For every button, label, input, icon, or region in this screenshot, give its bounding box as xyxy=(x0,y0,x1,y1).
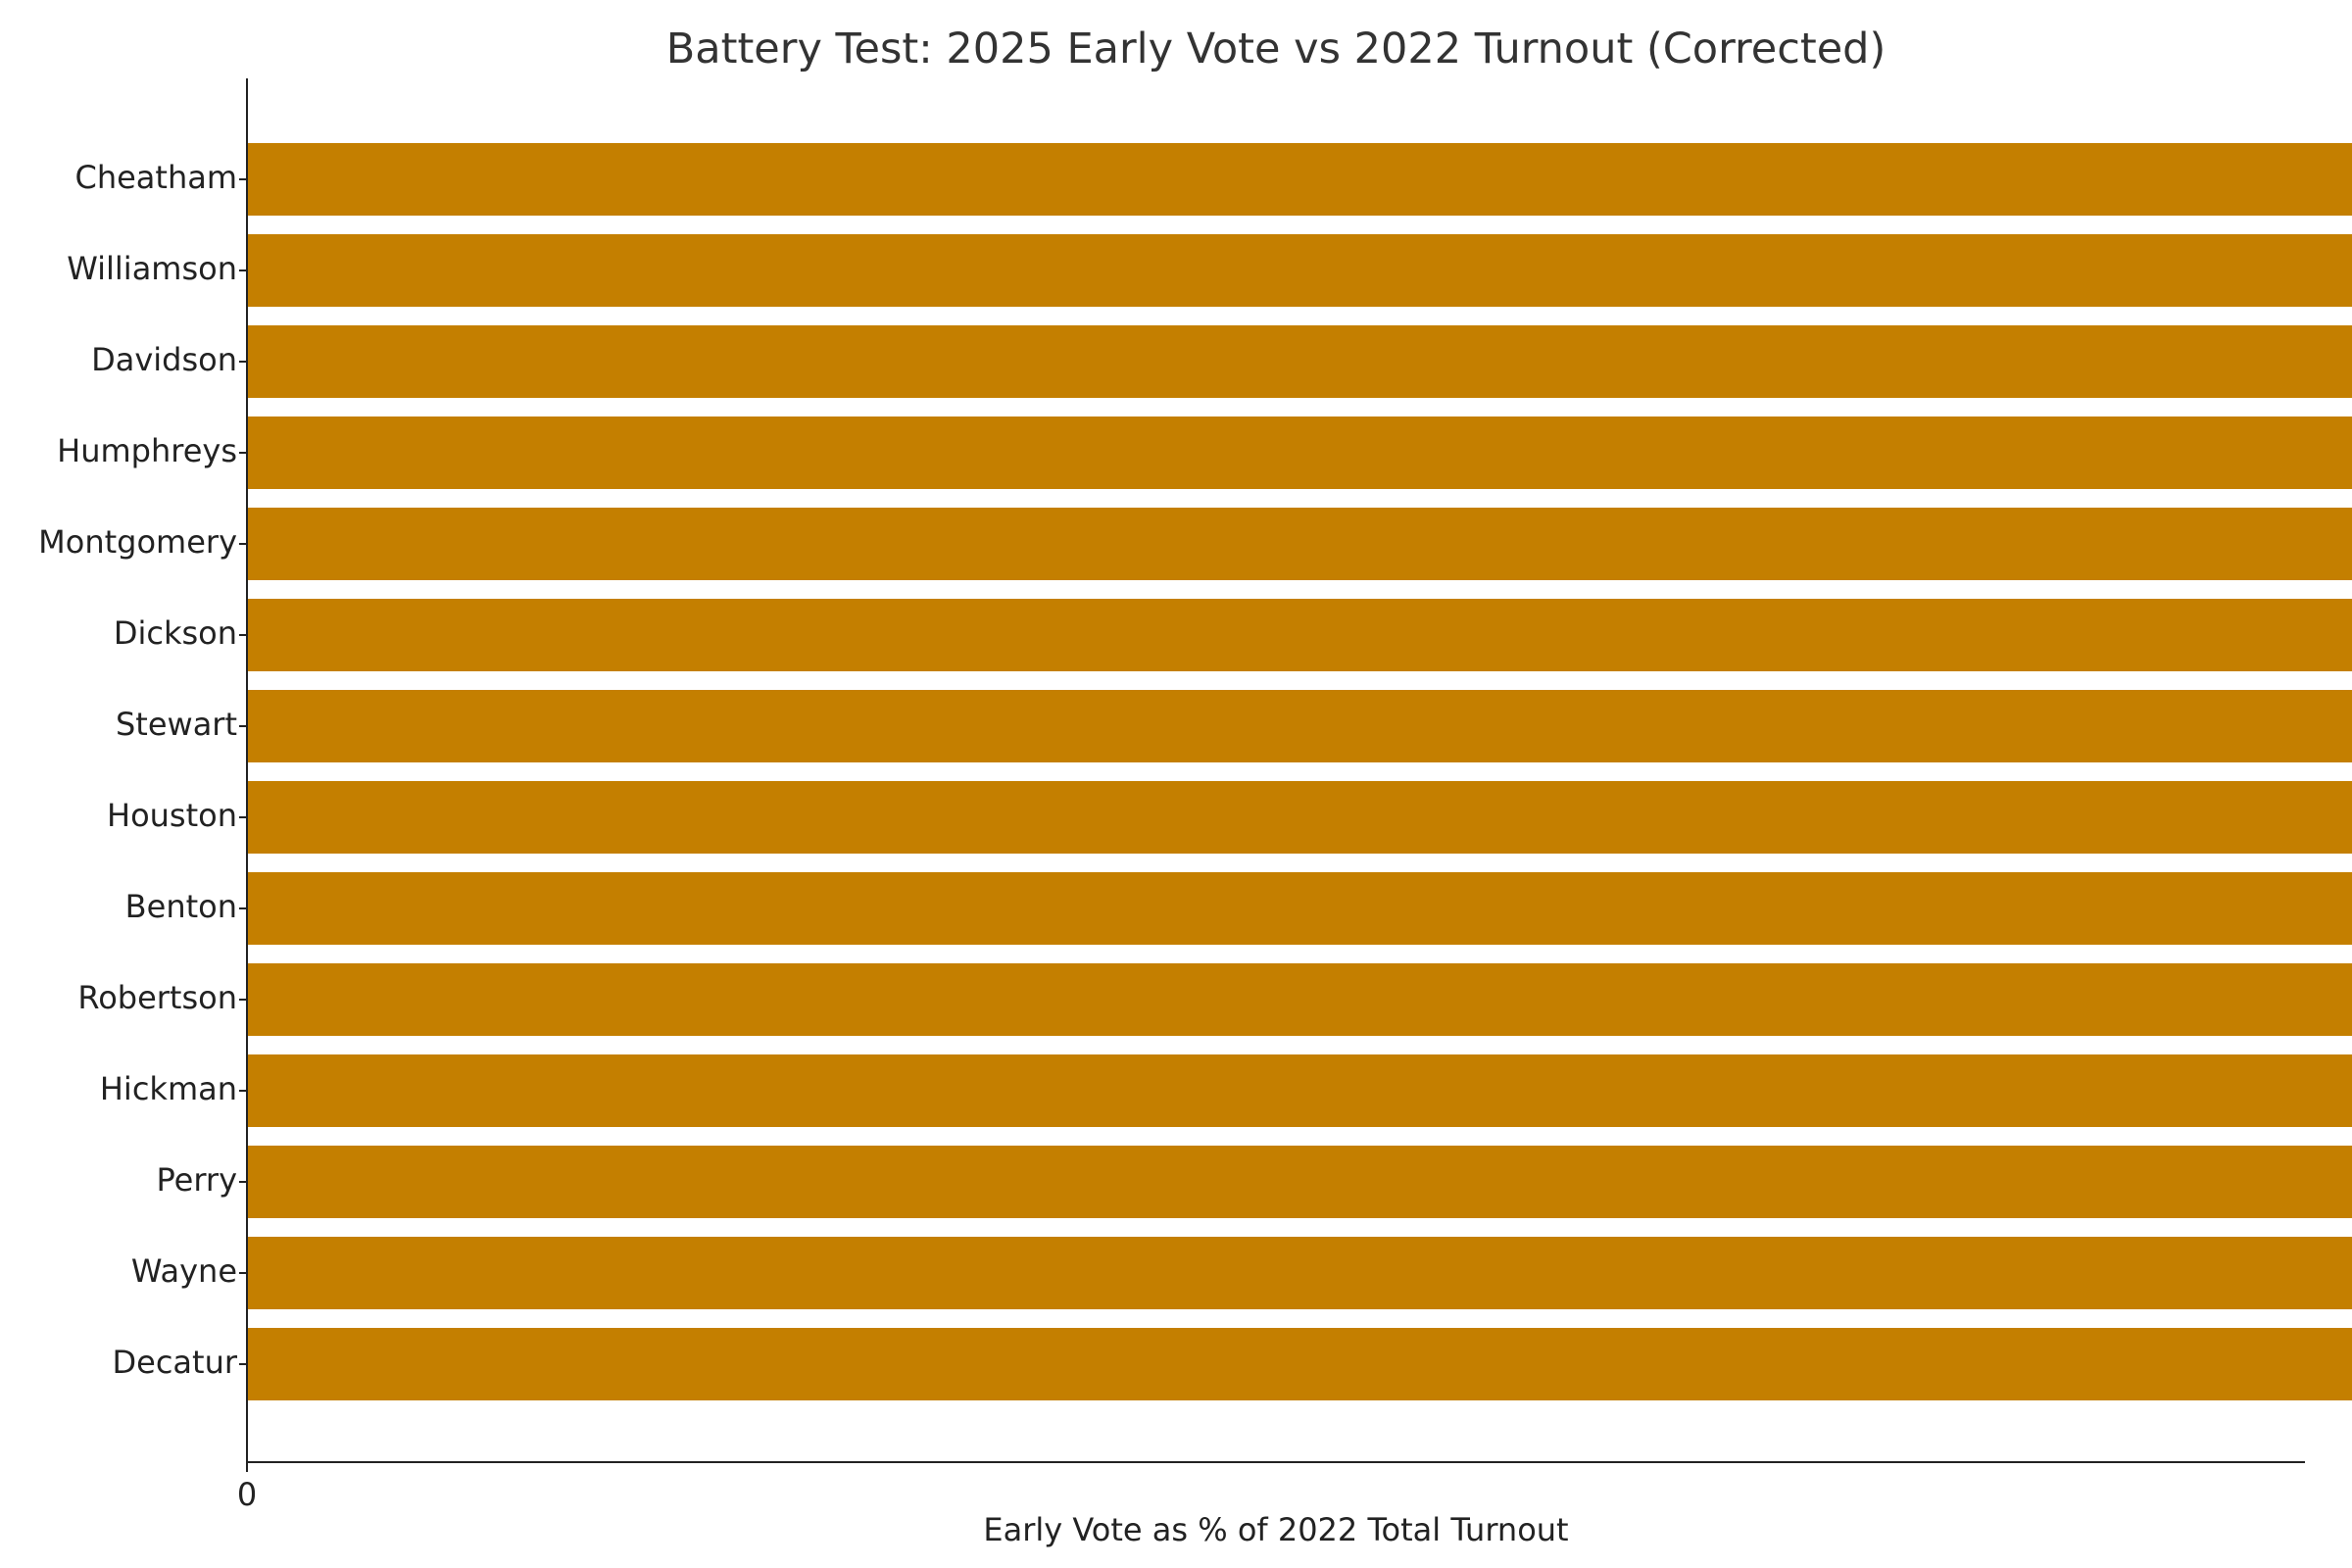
bar-robertson xyxy=(247,963,2352,1036)
category-label-stewart: Stewart xyxy=(116,706,237,743)
category-label-benton: Benton xyxy=(125,888,237,925)
category-label-montgomery: Montgomery xyxy=(38,523,237,561)
bar-cheatham xyxy=(247,143,2352,216)
bar-montgomery xyxy=(247,508,2352,580)
bar-humphreys xyxy=(247,416,2352,489)
bar-decatur xyxy=(247,1328,2352,1400)
bar-benton xyxy=(247,872,2352,945)
category-label-davidson: Davidson xyxy=(91,341,237,378)
x-tick-labels: 01020304050 xyxy=(237,1476,257,1513)
bar-stewart xyxy=(247,690,2352,762)
x-tick-label: 0 xyxy=(237,1476,257,1513)
category-label-dickson: Dickson xyxy=(114,614,237,652)
bar-wayne xyxy=(247,1237,2352,1309)
bar-williamson xyxy=(247,234,2352,307)
bar-houston xyxy=(247,781,2352,854)
category-label-cheatham: Cheatham xyxy=(74,159,237,196)
category-label-houston: Houston xyxy=(107,797,237,834)
category-label-williamson: Williamson xyxy=(67,250,237,287)
bar-hickman xyxy=(247,1054,2352,1127)
category-label-robertson: Robertson xyxy=(77,979,237,1016)
category-label-hickman: Hickman xyxy=(100,1070,237,1107)
bars xyxy=(247,143,2352,1400)
category-label-wayne: Wayne xyxy=(131,1252,237,1290)
category-label-decatur: Decatur xyxy=(112,1344,237,1381)
axes xyxy=(239,78,2305,1472)
category-label-perry: Perry xyxy=(156,1161,237,1199)
category-label-humphreys: Humphreys xyxy=(57,432,237,469)
x-axis-label: Early Vote as % of 2022 Total Turnout xyxy=(983,1511,1568,1548)
bar-davidson xyxy=(247,325,2352,398)
bar-dickson xyxy=(247,599,2352,671)
chart-title: Battery Test: 2025 Early Vote vs 2022 Tu… xyxy=(666,24,1886,74)
bar-perry xyxy=(247,1146,2352,1218)
category-labels: Cheatham Williamson Davidson Humphreys Montg… xyxy=(38,159,238,1381)
